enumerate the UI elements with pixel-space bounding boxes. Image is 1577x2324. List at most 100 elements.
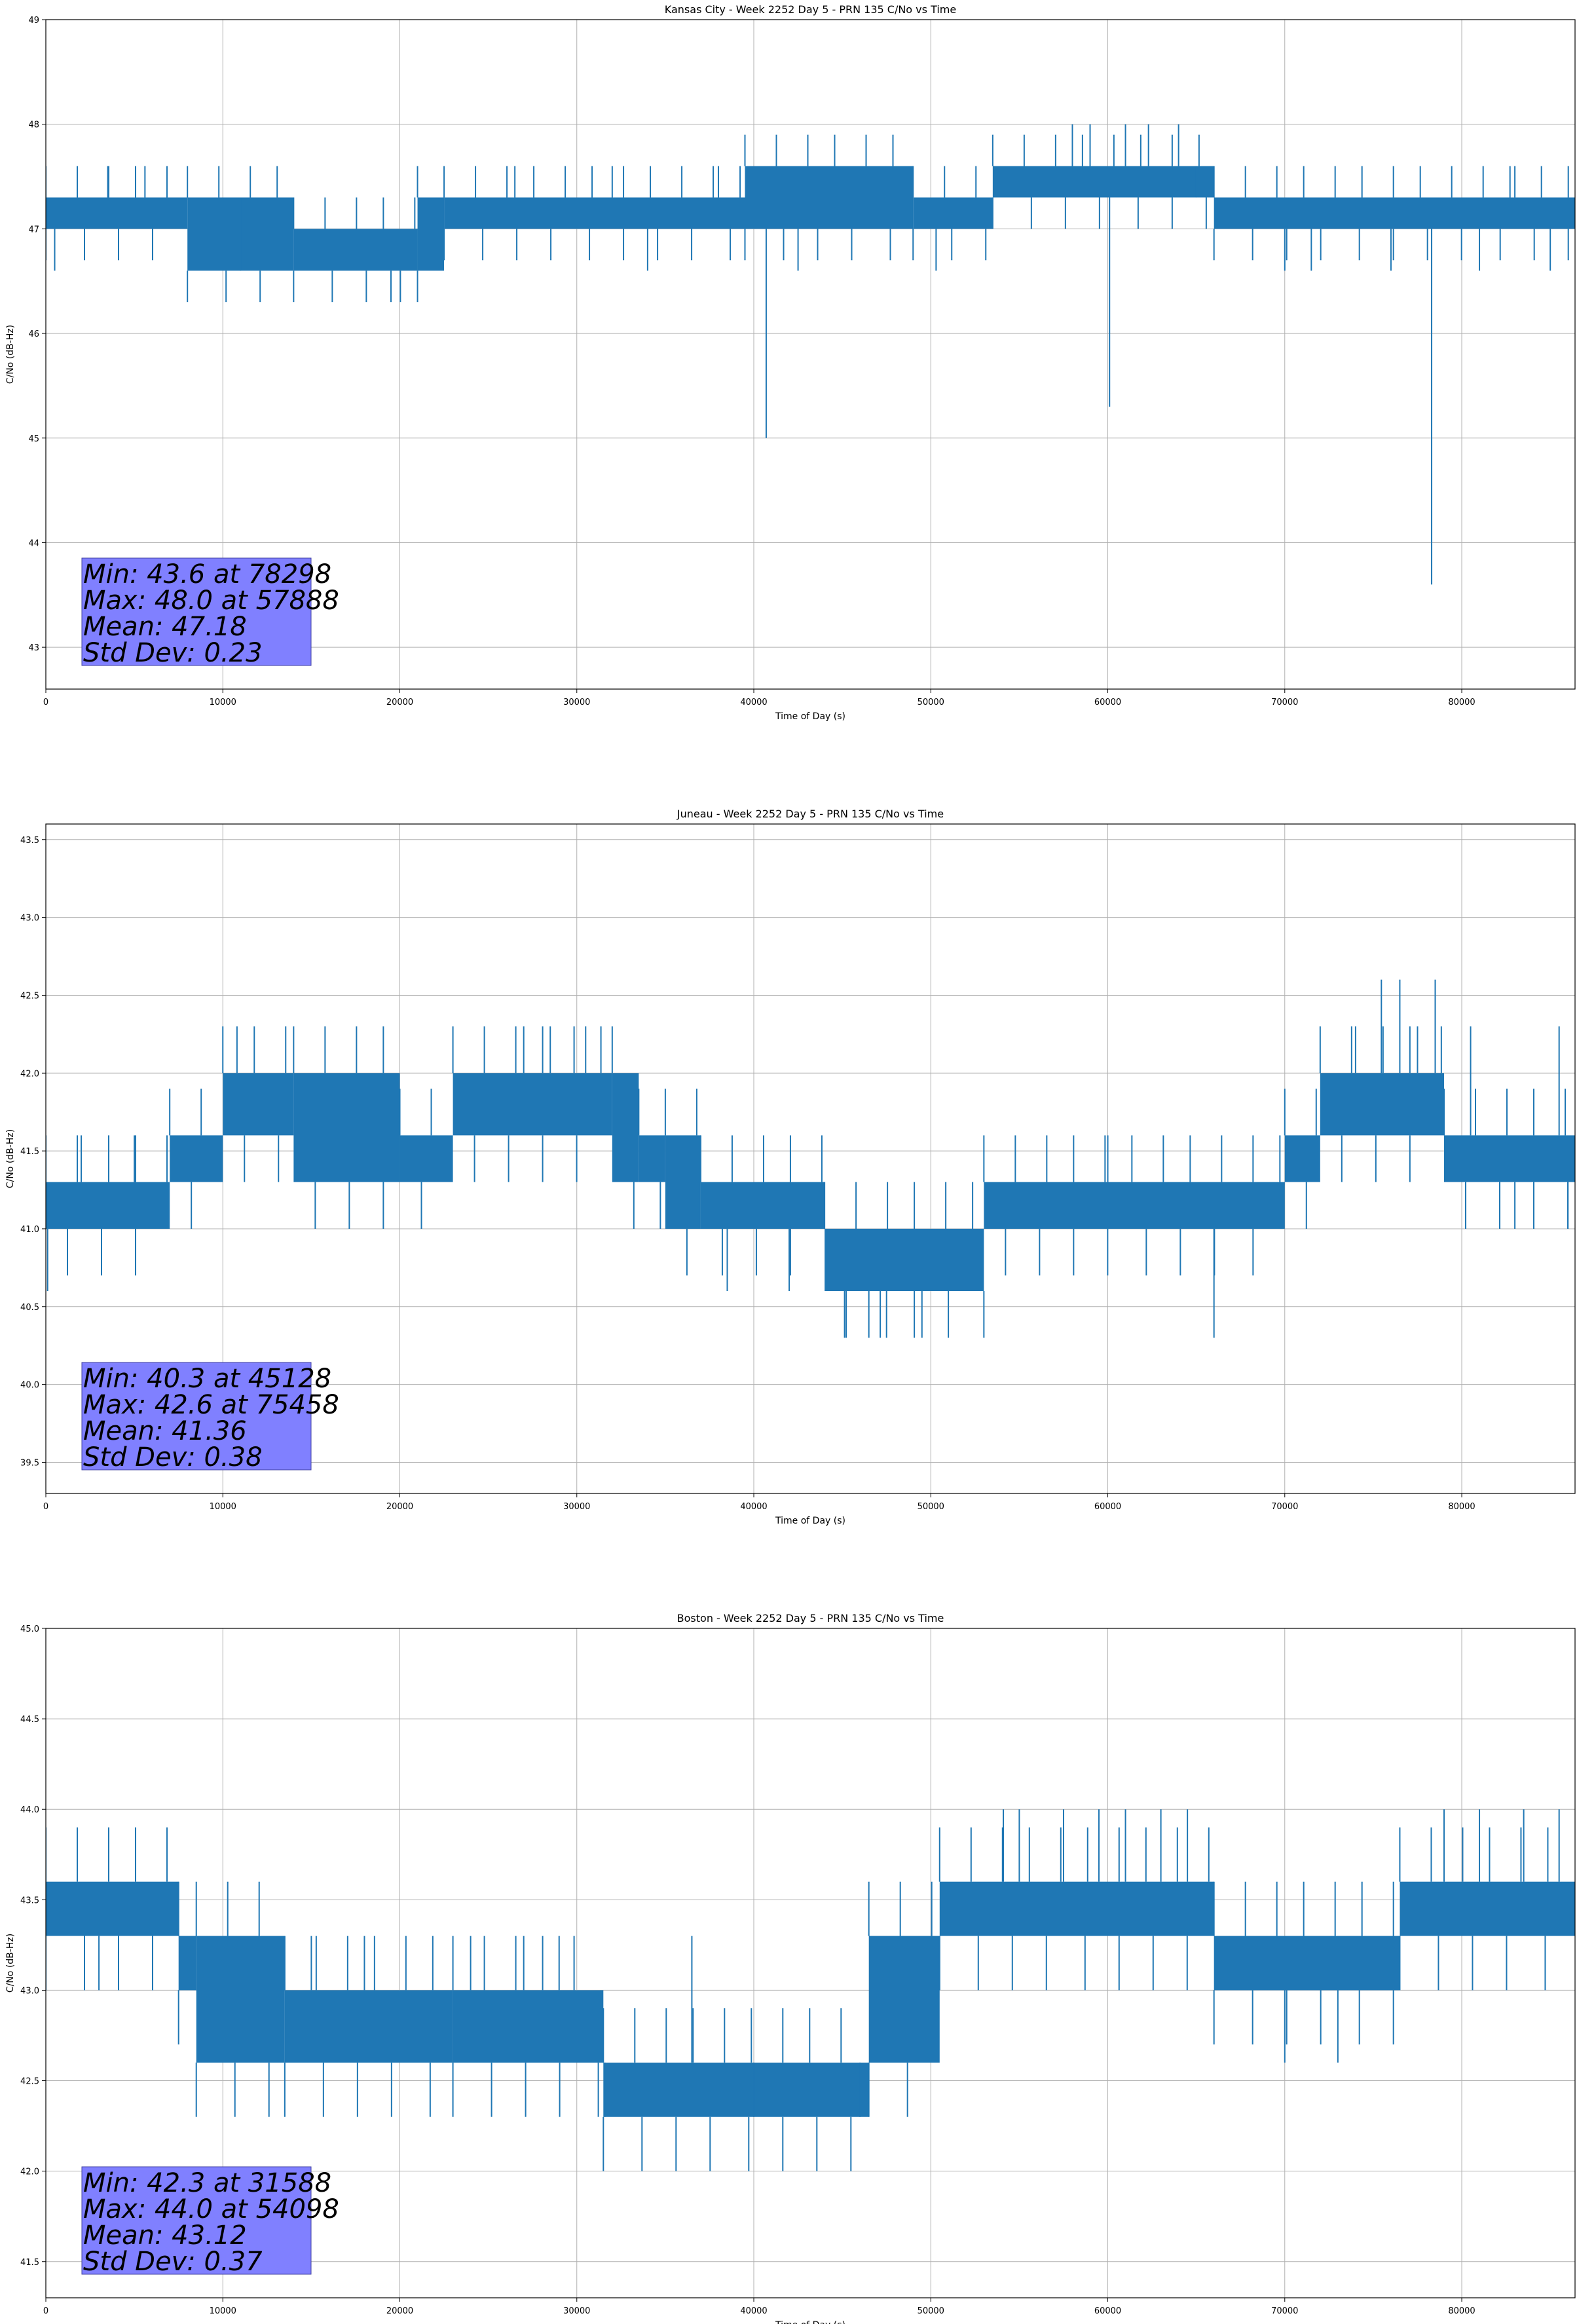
x-tick-label: 10000 <box>210 698 236 707</box>
x-tick-label: 40000 <box>740 2306 767 2316</box>
series-band <box>444 197 745 229</box>
series-band <box>46 1881 179 1936</box>
stats-line: Max: 48.0 at 57888 <box>83 586 339 616</box>
x-tick-label: 70000 <box>1271 1502 1298 1512</box>
series-band <box>453 1073 612 1136</box>
y-tick-label: 42.0 <box>20 1069 39 1079</box>
series-band <box>284 1990 453 2063</box>
series-band <box>868 1936 940 2063</box>
data-series <box>46 124 1575 585</box>
y-tick-label: 43 <box>28 643 39 653</box>
y-tick-label: 41.5 <box>20 2258 39 2268</box>
x-tick-label: 30000 <box>563 698 590 707</box>
stats-box <box>81 1362 312 1471</box>
series-band <box>665 1135 701 1229</box>
y-tick-label: 42.5 <box>20 991 39 1001</box>
series-band <box>170 1135 223 1182</box>
stats-line: Std Dev: 0.38 <box>83 1442 263 1472</box>
x-tick-label: 80000 <box>1448 2306 1475 2316</box>
y-axis-label: C/No (dB-Hz) <box>5 1934 16 1993</box>
y-tick-label: 48 <box>28 121 39 130</box>
plot-frame <box>45 1628 1576 2298</box>
x-tick-label: 40000 <box>740 1502 767 1512</box>
series-band <box>46 197 188 229</box>
series-band <box>178 1936 196 1991</box>
y-tick-label: 43.0 <box>20 914 39 924</box>
series-band <box>196 1936 285 2063</box>
series-band <box>745 166 914 229</box>
x-tick-label: 40000 <box>740 698 767 707</box>
y-tick-label: 42.5 <box>20 2077 39 2087</box>
plot-frame <box>45 19 1576 690</box>
chart-title: Boston - Week 2252 Day 5 - PRN 135 C/No … <box>677 1612 944 1624</box>
x-tick-label: 30000 <box>563 2306 590 2316</box>
y-axis-label: C/No (dB-Hz) <box>5 1129 16 1188</box>
series-band <box>417 197 445 271</box>
x-tick-label: 20000 <box>386 698 413 707</box>
series-band <box>453 1990 604 2063</box>
stats-line: Mean: 47.18 <box>83 612 247 642</box>
stats-line: Min: 40.3 at 45128 <box>83 1364 331 1394</box>
series-band <box>293 1073 400 1182</box>
y-tick-label: 40.5 <box>20 1303 39 1313</box>
x-tick-label: 0 <box>43 698 48 707</box>
series-band <box>46 1182 170 1229</box>
stats-line: Min: 42.3 at 31588 <box>83 2168 331 2198</box>
y-axis-label: C/No (dB-Hz) <box>5 325 16 384</box>
y-tick-label: 41.5 <box>20 1147 39 1157</box>
y-tick-label: 44.0 <box>20 1805 39 1815</box>
y-tick-label: 44 <box>28 538 39 548</box>
y-tick-label: 39.5 <box>20 1458 39 1468</box>
x-tick-label: 50000 <box>918 698 944 707</box>
series-band <box>639 1135 665 1182</box>
y-tick-label: 47 <box>28 225 39 234</box>
x-tick-label: 80000 <box>1448 698 1475 707</box>
x-tick-label: 0 <box>43 2306 48 2316</box>
x-tick-label: 10000 <box>210 1502 236 1512</box>
y-tick-label: 44.5 <box>20 1715 39 1725</box>
y-tick-label: 41.0 <box>20 1225 39 1235</box>
stats-box <box>81 2166 312 2275</box>
series-band <box>603 2062 869 2117</box>
series-band <box>1214 1936 1400 1991</box>
x-tick-label: 70000 <box>1271 2306 1298 2316</box>
chart-title: Kansas City - Week 2252 Day 5 - PRN 135 … <box>665 3 956 16</box>
stats-line: Min: 43.6 at 78298 <box>83 559 331 590</box>
y-tick-label: 46 <box>28 329 39 339</box>
x-tick-label: 0 <box>43 1502 48 1512</box>
series-band <box>1444 1135 1575 1182</box>
x-tick-label: 60000 <box>1094 698 1121 707</box>
y-tick-label: 49 <box>28 16 39 26</box>
series-band <box>984 1182 1285 1229</box>
series-band <box>612 1073 639 1182</box>
series-band <box>939 1881 1214 1936</box>
series-band <box>913 197 993 229</box>
series-band <box>1320 1073 1445 1136</box>
stats-box <box>81 557 312 666</box>
series-band <box>293 229 418 271</box>
y-tick-label: 42.0 <box>20 2167 39 2177</box>
series-band <box>825 1228 984 1292</box>
series-band <box>700 1182 825 1229</box>
x-axis-label: Time of Day (s) <box>775 711 845 722</box>
x-tick-label: 10000 <box>210 2306 236 2316</box>
series-band <box>223 1073 294 1136</box>
chart-panel-3: 0 10000 20000 30000 40000 50000 60000 70000 8000… <box>5 1612 1576 2324</box>
x-tick-label: 50000 <box>918 2306 944 2316</box>
y-tick-label: 40.0 <box>20 1381 39 1391</box>
x-tick-label: 70000 <box>1271 698 1298 707</box>
series-band <box>992 166 1214 198</box>
x-axis-label: Time of Day (s) <box>775 2320 845 2324</box>
stats-line: Max: 42.6 at 75458 <box>83 1390 339 1420</box>
data-series <box>46 1809 1575 2171</box>
stats-line: Mean: 43.12 <box>83 2221 247 2251</box>
y-tick-label: 45 <box>28 434 39 444</box>
chart-panel-1: 0 10000 20000 30000 40000 50000 60000 70000 8000… <box>5 3 1576 722</box>
chart-panel-2: 0 10000 20000 30000 40000 50000 60000 70000 8000… <box>5 808 1576 1526</box>
x-tick-label: 60000 <box>1094 2306 1121 2316</box>
data-series <box>46 979 1575 1338</box>
x-tick-label: 20000 <box>386 2306 413 2316</box>
x-tick-label: 50000 <box>918 1502 944 1512</box>
x-tick-label: 80000 <box>1448 1502 1475 1512</box>
